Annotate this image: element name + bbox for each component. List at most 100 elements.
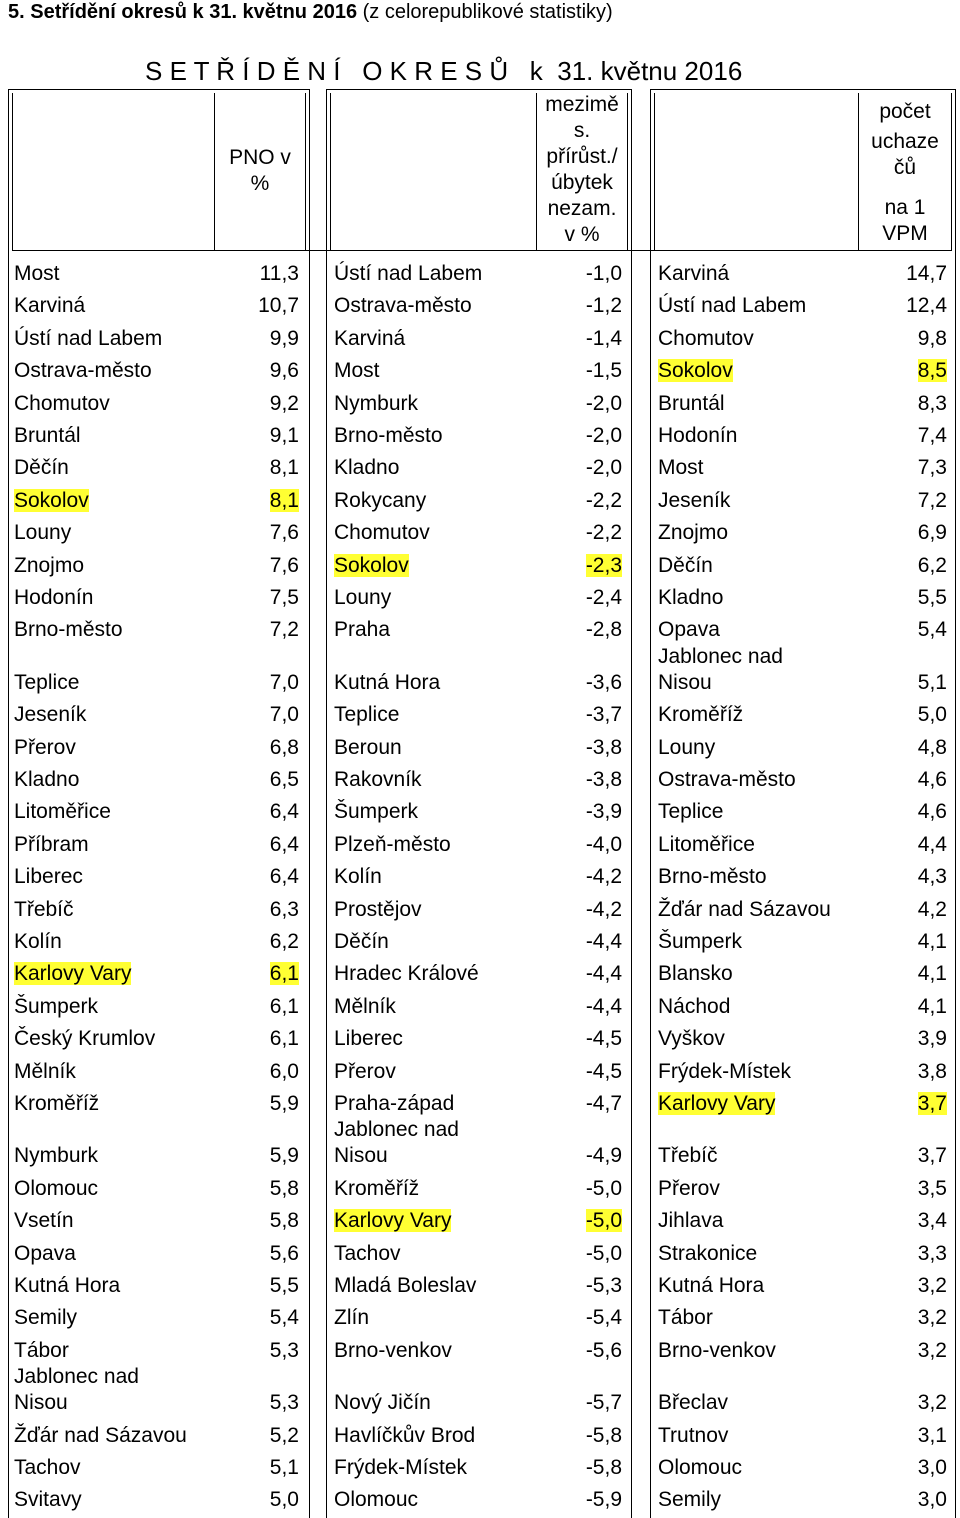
- district-d1-row-33: Tábor: [14, 1339, 69, 1363]
- cell-text: Kladno: [14, 768, 80, 791]
- cell-text: Děčín: [334, 930, 389, 953]
- district-d3-row-35: Trutnov: [658, 1424, 728, 1448]
- cell-text: 6,1: [269, 994, 299, 1018]
- district-d3-row-1: Karviná: [658, 262, 729, 286]
- value-v2-row-14: -3,7: [536, 703, 622, 727]
- district-d3-row-29: Jihlava: [658, 1209, 723, 1233]
- district-d2-row-17: Šumperk: [334, 800, 418, 824]
- value-v2-row-35: -5,8: [536, 1424, 622, 1448]
- cell-text: 8,1: [269, 456, 299, 480]
- value-v1-row-22: 6,1: [214, 962, 299, 986]
- district-d1-row-30: Opava: [14, 1242, 76, 1266]
- value-v2-row-12: -2,8: [536, 618, 622, 642]
- cell-text: 5,8: [269, 1209, 299, 1233]
- district-d2-row-2: Ostrava-město: [334, 294, 472, 318]
- cell-text: Beroun: [334, 735, 402, 759]
- cell-text: Šumperk: [14, 994, 99, 1018]
- cell-text: Chomutov: [14, 391, 110, 415]
- cell-text: 7,6: [269, 521, 299, 545]
- value-v1-row-8: 8,1: [214, 488, 299, 513]
- value-v2-row-21: -4,4: [536, 930, 622, 954]
- district-d2-row-16: Rakovník: [334, 768, 422, 792]
- header-vpm-line4: na 1: [884, 196, 926, 219]
- cell-text: Havlíčkův Brod: [334, 1423, 476, 1447]
- value-v3-row-14: 5,0: [858, 703, 947, 727]
- cell-text: Sokolov: [658, 359, 733, 383]
- cell-text: Kolín: [334, 865, 382, 889]
- cell-text: -4,9: [585, 1144, 622, 1168]
- cell-text: 7,5: [269, 586, 299, 609]
- cell-text: -5,4: [585, 1306, 622, 1330]
- cell-text: 6,2: [917, 553, 947, 577]
- cell-text: Brno-venkov: [658, 1338, 776, 1362]
- value-v1-row-34: 5,3: [214, 1391, 299, 1415]
- district-d1-row-8: Sokolov: [14, 488, 89, 513]
- cell-text: -2,4: [585, 586, 622, 609]
- frame-col1: [8, 89, 310, 1518]
- value-v3-row-25: 3,8: [858, 1060, 947, 1084]
- cell-text: Mělník: [14, 1059, 76, 1083]
- cell-text: -5,0: [585, 1176, 622, 1200]
- cell-text: Teplice: [14, 670, 80, 694]
- cell-text: Jeseník: [658, 488, 731, 512]
- cell-text: Louny: [14, 521, 72, 545]
- district-d2-row-34: Nový Jičín: [334, 1391, 431, 1415]
- value-v1-row-20: 6,3: [214, 898, 299, 922]
- cell-text: Ústí nad Labem: [334, 262, 483, 285]
- district-d1-row-1: Most: [14, 262, 60, 286]
- cell-text: 6,5: [269, 768, 299, 791]
- cell-text: Olomouc: [14, 1176, 99, 1200]
- cell-text: Zlín: [334, 1306, 370, 1330]
- cell-text: 3,2: [917, 1338, 947, 1362]
- district-d1-row-20: Třebíč: [14, 898, 74, 922]
- cell-text: 9,2: [269, 391, 299, 415]
- district-d1-row-17: Litoměřice: [14, 800, 111, 824]
- district-d3-row-30: Strakonice: [658, 1242, 757, 1266]
- value-v1-row-35: 5,2: [214, 1424, 299, 1448]
- cell-text: Český Krumlov: [14, 1027, 156, 1051]
- cell-text: 5,5: [917, 586, 947, 609]
- district-d2-row-8: Rokycany: [334, 489, 426, 513]
- value-v3-row-33: 3,2: [858, 1339, 947, 1363]
- cell-text: 3,2: [917, 1274, 947, 1297]
- cell-text: -5,8: [585, 1423, 622, 1447]
- district-d3-row-27: Třebíč: [658, 1144, 718, 1168]
- cell-text: 14,7: [906, 262, 947, 285]
- header-change-line5: nezam.: [547, 197, 617, 220]
- value-v2-row-10: -2,3: [536, 553, 622, 578]
- value-v3-row-19: 4,3: [858, 865, 947, 889]
- cell-text: 6,4: [269, 865, 299, 889]
- value-v2-row-20: -4,2: [536, 898, 622, 922]
- cell-text: Třebíč: [658, 1144, 718, 1168]
- district-d1-row-12: Brno-město: [14, 618, 123, 642]
- district-d3-row-13: Nisou: [658, 671, 712, 695]
- cell-text: 9,9: [269, 326, 299, 350]
- header-change-line2: s.: [573, 119, 591, 142]
- cell-text: 9,6: [269, 359, 299, 383]
- cell-text: 4,1: [917, 994, 947, 1018]
- value-v1-row-17: 6,4: [214, 800, 299, 824]
- cell-text: Kroměříž: [14, 1092, 100, 1115]
- cell-text: 5,9: [269, 1144, 299, 1168]
- district-d1-row-28: Olomouc: [14, 1177, 98, 1201]
- value-v3-row-27: 3,7: [858, 1144, 947, 1168]
- value-v2-row-31: -5,3: [536, 1274, 622, 1298]
- value-v2-row-1: -1,0: [536, 262, 622, 286]
- cell-text: 6,4: [269, 832, 299, 856]
- district-d2-row-19: Kolín: [334, 865, 382, 889]
- cell-text: Nisou: [14, 1391, 68, 1415]
- header-change-line3: přírůst./: [546, 145, 618, 168]
- district-d3-row-4: Sokolov: [658, 359, 733, 383]
- caption-bold: 5. Setřídění okresů k 31. květnu 2016: [8, 1, 358, 23]
- district-d3-row-3: Chomutov: [658, 327, 754, 351]
- value-v1-row-33: 5,3: [214, 1339, 299, 1363]
- cell-text: -2,0: [585, 456, 622, 480]
- cell-text: Brno-město: [334, 424, 443, 447]
- district-d3-row-22: Blansko: [658, 962, 733, 986]
- rule-col3-right-double: [951, 93, 952, 250]
- district-d1-row-13: Teplice: [14, 671, 79, 695]
- district-d3-row-19: Brno-město: [658, 865, 767, 889]
- value-v1-row-26: 5,9: [214, 1092, 299, 1116]
- cell-text: Příbram: [14, 832, 89, 856]
- cell-text: Přerov: [334, 1059, 396, 1083]
